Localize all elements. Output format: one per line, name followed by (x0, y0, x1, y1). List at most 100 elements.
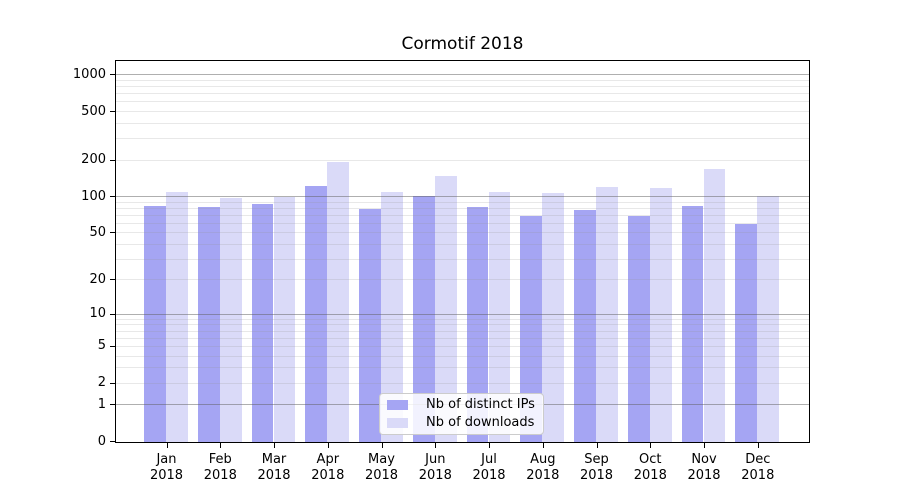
x-tick-month: Dec (745, 452, 771, 467)
bar-distinct-ips-feb (197, 207, 220, 442)
legend-item-distinct-ips: Nb of distinct IPs (387, 398, 535, 412)
bar-downloads-oct (649, 188, 672, 442)
legend-label-downloads: Nb of downloads (426, 415, 535, 430)
y-tick-label: 2 (97, 375, 106, 391)
x-tick-month: Nov (691, 452, 717, 467)
bar-downloads-dec (757, 195, 780, 442)
x-tick-mark (381, 443, 383, 448)
bar-downloads-apr (327, 162, 350, 442)
x-tick-month: Oct (639, 452, 662, 467)
gridline-minor (116, 324, 809, 326)
x-tick-month: Jul (481, 452, 497, 467)
y-tick-label: 200 (81, 152, 106, 167)
legend-swatch-downloads (387, 418, 408, 428)
x-tick-mark (435, 443, 437, 448)
legend-item-downloads: Nb of downloads (387, 416, 535, 430)
bar-downloads-mar (273, 197, 296, 442)
gridline-minor (116, 355, 809, 357)
x-tick-label: Mar 2018 (242, 452, 306, 484)
bar-distinct-ips-sep (574, 210, 596, 442)
gridline-minor (116, 382, 809, 384)
x-tick-year: 2018 (311, 468, 345, 483)
x-tick-year: 2018 (687, 468, 721, 483)
legend-swatch-distinct-ips (387, 400, 408, 410)
x-tick-label: Jan 2018 (135, 452, 199, 484)
bar-distinct-ips-jul (466, 206, 489, 442)
bar-downloads-may (381, 192, 403, 442)
x-tick-label: Aug 2018 (511, 452, 575, 484)
bar-downloads-sep (596, 187, 618, 442)
gridline-major (116, 313, 809, 315)
x-tick-mark (596, 443, 598, 448)
x-tick-mark (166, 443, 168, 448)
bar-downloads-jun (434, 175, 457, 442)
x-tick-mark (704, 443, 705, 448)
x-tick-year: 2018 (472, 468, 506, 483)
gridline-minor (116, 345, 809, 347)
y-tick-label: 50 (89, 224, 106, 240)
bar-downloads-nov (703, 169, 726, 442)
gridline-minor (116, 101, 809, 103)
x-tick-mark (757, 443, 759, 448)
x-tick-year: 2018 (633, 468, 667, 483)
bar-distinct-ips-mar (251, 204, 274, 442)
y-tick-label: 20 (89, 271, 106, 287)
x-tick-year: 2018 (149, 468, 184, 483)
y-tick-label: 1 (97, 396, 106, 412)
x-tick-month: Jan (156, 452, 177, 467)
x-tick-label: Sep 2018 (565, 452, 629, 484)
x-tick-mark (542, 443, 544, 448)
legend-label-distinct-ips: Nb of distinct IPs (426, 397, 535, 412)
y-tick-label: 10 (89, 306, 106, 322)
bar-downloads-jul (488, 191, 511, 442)
x-tick-year: 2018 (526, 468, 560, 483)
gridline-minor (116, 214, 809, 216)
y-tick-label: 0 (97, 433, 106, 449)
gridline-major (116, 74, 809, 76)
x-tick-mark (650, 443, 652, 448)
x-tick-month: Aug (530, 452, 556, 467)
bar-distinct-ips-jan (144, 206, 166, 442)
x-tick-month: May (368, 452, 395, 467)
gridline-major (116, 196, 809, 197)
x-tick-mark (327, 443, 329, 448)
bar-downloads-jan (166, 191, 188, 442)
x-tick-year: 2018 (257, 468, 291, 483)
gridline-minor (116, 201, 809, 203)
x-tick-month: Feb (208, 452, 232, 467)
gridline-minor (116, 111, 809, 112)
gridline-minor (116, 258, 809, 260)
bar-downloads-aug (542, 193, 565, 442)
y-tick-label: 5 (97, 338, 106, 354)
x-tick-mark (220, 443, 222, 448)
gridline-minor (116, 222, 809, 224)
bar-distinct-ips-jun (412, 196, 435, 442)
x-tick-year: 2018 (418, 468, 452, 483)
gridline-minor (116, 138, 809, 139)
gridline-minor (116, 279, 809, 281)
x-tick-year: 2018 (203, 468, 237, 483)
x-tick-label: Apr 2018 (296, 452, 360, 484)
x-tick-month: Sep (584, 452, 609, 467)
x-tick-month: Mar (261, 452, 287, 467)
bar-downloads-feb (219, 198, 242, 442)
x-tick-year: 2018 (741, 468, 775, 483)
x-tick-mark (274, 443, 275, 448)
bar-distinct-ips-dec (735, 223, 758, 442)
y-tick-label: 500 (81, 103, 106, 119)
gridline-minor (116, 86, 809, 88)
x-tick-label: May 2018 (350, 452, 414, 484)
x-tick-month: Jun (425, 452, 446, 467)
gridline-minor (116, 243, 809, 245)
x-tick-year: 2018 (579, 468, 614, 483)
gridline-minor (116, 232, 809, 234)
bar-distinct-ips-nov (681, 206, 704, 442)
chart-title: Cormotif 2018 (401, 34, 524, 54)
gridline-minor (116, 337, 809, 339)
gridline-minor (116, 367, 809, 369)
gridline-minor (116, 79, 809, 81)
gridline-minor (116, 122, 809, 124)
legend: Nb of distinct IPs Nb of downloads (379, 393, 544, 435)
x-tick-month: Apr (316, 452, 340, 467)
